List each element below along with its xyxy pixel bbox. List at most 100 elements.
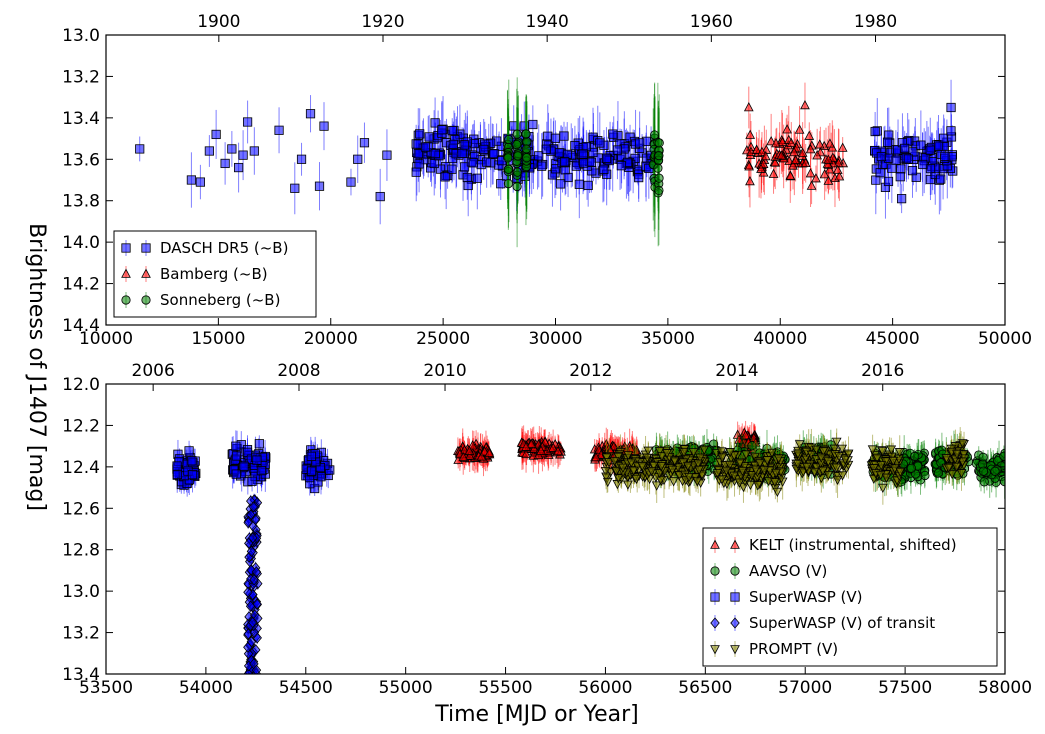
data-point bbox=[608, 129, 618, 139]
data-point bbox=[274, 125, 284, 135]
data-point bbox=[776, 150, 787, 160]
data-point bbox=[837, 142, 848, 152]
legend-label: SuperWASP (V) bbox=[749, 588, 863, 606]
data-point bbox=[768, 168, 779, 178]
data-point bbox=[869, 464, 879, 474]
data-point bbox=[756, 163, 766, 173]
data-point bbox=[503, 178, 514, 189]
data-point bbox=[512, 181, 522, 192]
data-point bbox=[414, 159, 424, 169]
data-point bbox=[688, 448, 699, 458]
series-prompt-v- bbox=[600, 427, 970, 505]
data-point bbox=[872, 453, 883, 464]
data-point bbox=[896, 164, 906, 174]
data-point bbox=[459, 162, 470, 172]
data-point bbox=[888, 456, 899, 467]
data-point bbox=[679, 448, 689, 458]
data-point bbox=[623, 480, 633, 490]
data-point bbox=[834, 171, 845, 181]
data-point bbox=[956, 469, 967, 479]
data-point bbox=[187, 456, 197, 466]
x-tick-label: 57000 bbox=[778, 678, 832, 698]
data-point bbox=[806, 180, 817, 190]
data-point bbox=[735, 458, 745, 468]
data-point bbox=[521, 129, 531, 139]
data-point bbox=[307, 466, 317, 476]
data-point bbox=[694, 465, 704, 476]
data-point bbox=[712, 469, 723, 479]
y-tick-label: 14.4 bbox=[62, 316, 100, 336]
data-point bbox=[903, 154, 913, 164]
data-point bbox=[464, 450, 475, 460]
data-point bbox=[560, 157, 570, 167]
data-point bbox=[537, 161, 547, 171]
data-point bbox=[770, 157, 781, 167]
data-point bbox=[503, 153, 513, 163]
data-point bbox=[503, 164, 513, 174]
data-point bbox=[716, 447, 727, 457]
data-point bbox=[239, 461, 249, 471]
data-point bbox=[766, 136, 777, 146]
data-point bbox=[897, 194, 907, 204]
legend-marker bbox=[730, 566, 740, 576]
top-tick-label: 1900 bbox=[197, 12, 240, 32]
data-point bbox=[250, 514, 261, 526]
x-tick-label: 20000 bbox=[304, 329, 358, 349]
legend-marker bbox=[710, 592, 720, 602]
data-point bbox=[522, 153, 532, 163]
data-point bbox=[654, 469, 665, 479]
data-point bbox=[891, 155, 901, 165]
data-point bbox=[767, 448, 777, 459]
data-point bbox=[227, 144, 237, 154]
x-tick-label: 57500 bbox=[878, 678, 932, 698]
data-point bbox=[760, 150, 771, 161]
data-point bbox=[695, 453, 706, 463]
data-point bbox=[894, 448, 905, 458]
data-point bbox=[643, 446, 654, 456]
data-point bbox=[782, 124, 792, 134]
data-point bbox=[534, 151, 544, 161]
legend-label: AAVSO (V) bbox=[749, 562, 827, 580]
top-tick-label: 2016 bbox=[861, 361, 904, 381]
data-point bbox=[609, 441, 619, 451]
data-point bbox=[651, 481, 662, 491]
data-point bbox=[249, 574, 259, 586]
data-point bbox=[628, 466, 639, 476]
data-point bbox=[887, 163, 897, 173]
x-tick-label: 55000 bbox=[379, 678, 433, 698]
legend-marker bbox=[730, 617, 740, 629]
data-point bbox=[737, 466, 748, 477]
x-tick-label: 58000 bbox=[978, 678, 1032, 698]
x-tick-label: 50000 bbox=[978, 329, 1032, 349]
data-point bbox=[242, 117, 253, 127]
data-point bbox=[751, 144, 762, 154]
data-point bbox=[832, 164, 843, 174]
data-point bbox=[246, 545, 257, 558]
data-point bbox=[482, 157, 492, 167]
data-point bbox=[135, 144, 145, 154]
data-point bbox=[654, 150, 664, 161]
data-point bbox=[895, 467, 906, 477]
data-point bbox=[811, 173, 821, 183]
data-point bbox=[247, 616, 258, 629]
y-tick-label: 13.6 bbox=[62, 150, 100, 170]
data-point bbox=[771, 468, 781, 479]
data-point bbox=[543, 131, 553, 141]
data-point bbox=[458, 451, 469, 462]
data-point bbox=[757, 146, 767, 156]
data-point bbox=[940, 151, 950, 162]
x-tick-label: 55500 bbox=[479, 678, 533, 698]
series-bamberg-b- bbox=[741, 82, 849, 208]
data-point bbox=[925, 145, 935, 155]
data-point bbox=[951, 462, 962, 473]
data-point bbox=[747, 441, 757, 451]
data-point bbox=[773, 454, 784, 464]
data-point bbox=[762, 456, 773, 466]
data-point bbox=[195, 177, 205, 187]
data-point bbox=[843, 449, 854, 459]
data-point bbox=[837, 444, 848, 454]
data-point bbox=[440, 172, 450, 182]
data-point bbox=[646, 466, 657, 477]
data-point bbox=[755, 459, 765, 469]
y-tick-label: 12.0 bbox=[62, 375, 100, 395]
